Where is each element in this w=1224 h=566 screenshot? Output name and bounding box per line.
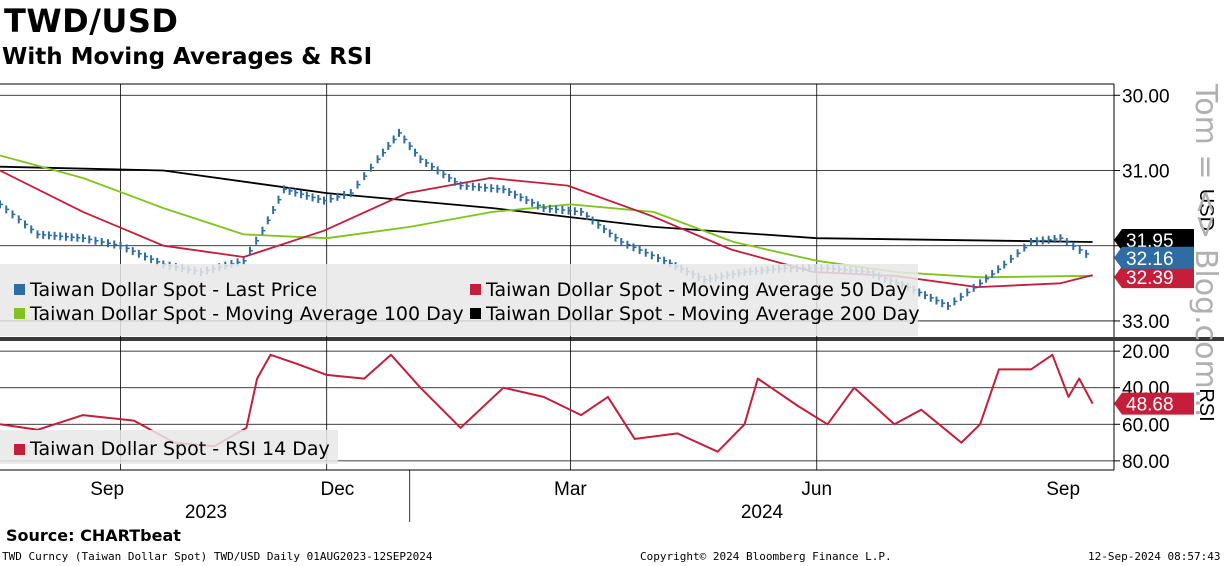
x-tick-label: Sep xyxy=(90,479,124,500)
chart-subtitle: With Moving Averages & RSI xyxy=(2,44,373,70)
rsi-legend-bg xyxy=(0,430,338,464)
legend-swatch xyxy=(470,284,481,295)
legend-label: Taiwan Dollar Spot - RSI 14 Day xyxy=(29,438,330,460)
y-tick-label-rsi: 20.00 xyxy=(1122,342,1170,363)
year-label: 2023 xyxy=(185,502,227,523)
y-axis-title-price: USD xyxy=(1195,189,1217,231)
last-value-price-bg xyxy=(1114,246,1194,269)
x-tick-label: Sep xyxy=(1046,479,1080,500)
series-ma50-line xyxy=(0,169,1093,288)
legend-swatch xyxy=(14,284,25,295)
legend-label: Taiwan Dollar Spot - Moving Average 100 … xyxy=(29,303,464,325)
y-tick-label-price: 31.00 xyxy=(1122,162,1170,183)
x-tick-label: Jun xyxy=(801,479,832,500)
legend-label: Taiwan Dollar Spot - Moving Average 50 D… xyxy=(485,279,908,301)
price-legend-bg xyxy=(0,264,918,336)
legend-swatch xyxy=(470,308,481,319)
panel-divider xyxy=(0,337,1224,341)
ticker-info: TWD Curncy (Taiwan Dollar Spot) TWD/USD … xyxy=(2,550,433,563)
last-value-ma200-bg xyxy=(1114,228,1194,251)
last-value-ma50: 32.39 xyxy=(1126,268,1174,289)
y-tick-label-rsi: 60.00 xyxy=(1122,415,1170,436)
legend-swatch xyxy=(14,444,25,455)
copyright: Copyright© 2024 Bloomberg Finance L.P. xyxy=(640,550,892,563)
chart-title: TWD/USD xyxy=(4,2,179,40)
legend-swatch xyxy=(14,308,25,319)
last-value-rsi: 48.68 xyxy=(1126,395,1174,416)
watermark: Tom = <> Blog.com... xyxy=(1188,84,1223,418)
series-ma200-line xyxy=(0,165,1093,243)
last-value-price: 32.16 xyxy=(1126,249,1174,270)
y-tick-label-price: 30.00 xyxy=(1122,86,1170,107)
x-tick-label: Dec xyxy=(321,479,355,500)
timestamp: 12-Sep-2024 08:57:43 xyxy=(1088,550,1221,563)
y-tick-label-rsi: 80.00 xyxy=(1122,452,1170,473)
last-value-ma50-bg xyxy=(1114,266,1194,289)
y-tick-label-price: 33.00 xyxy=(1122,312,1170,333)
last-value-ma200: 31.95 xyxy=(1126,231,1174,252)
source-note: Source: CHARTbeat xyxy=(6,526,181,545)
year-label: 2024 xyxy=(741,502,784,523)
legend-label: Taiwan Dollar Spot - Last Price xyxy=(29,279,317,301)
y-axis-title-rsi: RSI xyxy=(1195,388,1217,421)
last-value-rsi-bg xyxy=(1114,392,1194,415)
series-rsi-line xyxy=(0,353,1094,453)
x-tick-label: Mar xyxy=(554,479,587,500)
legend-label: Taiwan Dollar Spot - Moving Average 200 … xyxy=(485,303,920,325)
